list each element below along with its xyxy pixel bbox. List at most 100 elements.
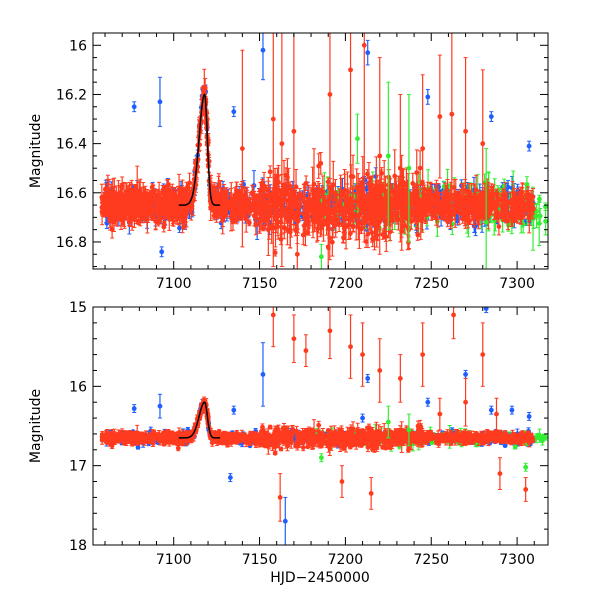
- top-y-tick-label: 16.2: [56, 87, 87, 103]
- top-red-point: [417, 150, 423, 186]
- bottom-green-point: [523, 462, 529, 472]
- bottom-red-point: [100, 432, 105, 438]
- bottom-red-point: [420, 322, 426, 387]
- bottom-data-layer: [99, 307, 548, 545]
- bottom-red-point: [293, 429, 299, 434]
- top-blue-point: [505, 180, 511, 195]
- bottom-red-point: [480, 322, 486, 387]
- bottom-red-point: [280, 425, 286, 432]
- bottom-red-point: [497, 457, 503, 490]
- top-blue-point: [260, 33, 266, 81]
- top-green-point: [537, 194, 542, 203]
- bottom-red-point: [456, 432, 462, 438]
- bottom-red-point: [270, 307, 276, 348]
- bottom-red-point: [397, 354, 403, 403]
- bottom-red-point: [434, 436, 439, 442]
- bottom-red-point: [327, 307, 333, 360]
- top-x-tick-label: 7200: [328, 276, 364, 292]
- top-x-tick-label: 7100: [156, 276, 192, 292]
- bottom-red-point: [312, 433, 318, 439]
- top-green-point: [355, 113, 360, 164]
- top-x-tick-label: 7300: [499, 276, 535, 292]
- bottom-red-point: [300, 443, 306, 452]
- bottom-blue-point: [526, 412, 532, 421]
- top-blue-point: [159, 246, 165, 258]
- bottom-blue-point: [360, 413, 365, 423]
- bottom-red-point: [227, 435, 233, 441]
- bottom-x-tick-label: 7100: [156, 552, 192, 568]
- top-blue-point: [488, 111, 494, 122]
- top-green-point: [483, 148, 489, 269]
- bottom-blue-point: [282, 496, 288, 545]
- bottom-red-point: [303, 334, 309, 367]
- x-axis-title: HJD−2450000: [270, 570, 370, 586]
- top-red-point: [267, 165, 273, 179]
- top-red-point: [272, 248, 278, 257]
- bottom-red-point: [467, 434, 473, 440]
- bottom-red-point: [480, 433, 485, 439]
- bottom-red-point: [415, 426, 421, 433]
- bottom-blue-point: [488, 405, 494, 415]
- bottom-blue-point: [157, 393, 163, 419]
- bottom-red-point: [232, 433, 238, 439]
- top-red-point: [449, 33, 455, 201]
- top-blue-point: [526, 140, 532, 152]
- bottom-y-tick-label: 17: [69, 459, 87, 475]
- bottom-red-point: [505, 439, 511, 445]
- top-green-point: [318, 243, 324, 269]
- bottom-y-axis-title: Magnitude: [28, 389, 44, 463]
- bottom-red-point: [513, 436, 519, 442]
- bottom-x-tick-label: 7150: [242, 552, 278, 568]
- bottom-red-point: [325, 428, 331, 433]
- bottom-green-point: [512, 444, 518, 450]
- bottom-red-point: [481, 439, 487, 446]
- bottom-red-point: [426, 433, 432, 439]
- bottom-y-tick-label: 16: [69, 379, 87, 395]
- bottom-red-point: [437, 397, 443, 431]
- bottom-red-point: [175, 444, 181, 452]
- bottom-red-point: [370, 446, 376, 452]
- top-red-point: [303, 175, 309, 192]
- bottom-red-point: [497, 436, 502, 441]
- top-blue-point: [157, 76, 163, 127]
- bottom-red-point: [360, 322, 365, 387]
- bottom-red-point: [267, 424, 273, 430]
- bottom-x-tick-label: 7300: [499, 552, 535, 568]
- bottom-red-point: [523, 477, 529, 502]
- bottom-red-point: [348, 314, 353, 379]
- top-red-point: [144, 205, 150, 234]
- top-red-point: [246, 219, 252, 227]
- top-green-point: [543, 207, 548, 236]
- top-y-tick-label: 16.6: [56, 186, 87, 202]
- bottom-red-point: [277, 473, 283, 522]
- bottom-red-point: [126, 437, 131, 443]
- bottom-red-point: [176, 430, 182, 436]
- bottom-red-point: [210, 438, 216, 444]
- bottom-blue-point: [463, 369, 468, 379]
- top-red-point: [437, 54, 443, 179]
- top-y-tick-label: 16: [69, 38, 87, 54]
- bottom-red-point: [451, 307, 456, 340]
- bottom-blue-point: [231, 405, 237, 415]
- bottom-blue-point: [227, 473, 233, 483]
- top-y-tick-label: 16.4: [56, 137, 87, 153]
- bottom-red-point: [307, 433, 313, 439]
- bottom-red-point: [463, 377, 468, 427]
- top-red-point: [294, 229, 300, 269]
- top-x-tick-label: 7250: [413, 276, 449, 292]
- bottom-red-point: [423, 438, 428, 444]
- bottom-green-point: [538, 434, 544, 440]
- bottom-red-point: [148, 438, 154, 444]
- top-green-point: [534, 203, 539, 229]
- top-y-tick-label: 16.8: [56, 235, 87, 251]
- bottom-blue-point: [509, 405, 515, 415]
- bottom-blue-point: [365, 373, 371, 383]
- bottom-panel: 7100 7150 7200 7250 7300 15 16 17 18 Magnitude H…: [28, 300, 549, 586]
- bottom-green-point: [318, 453, 324, 463]
- top-panel: 7100 7150 7200 7250 7300 16 16.2 16.4 16.6 16.8 M…: [28, 32, 549, 292]
- bottom-red-point: [494, 397, 499, 431]
- top-red-point: [505, 211, 511, 231]
- bottom-red-point: [368, 477, 374, 510]
- top-blue-point: [425, 89, 431, 105]
